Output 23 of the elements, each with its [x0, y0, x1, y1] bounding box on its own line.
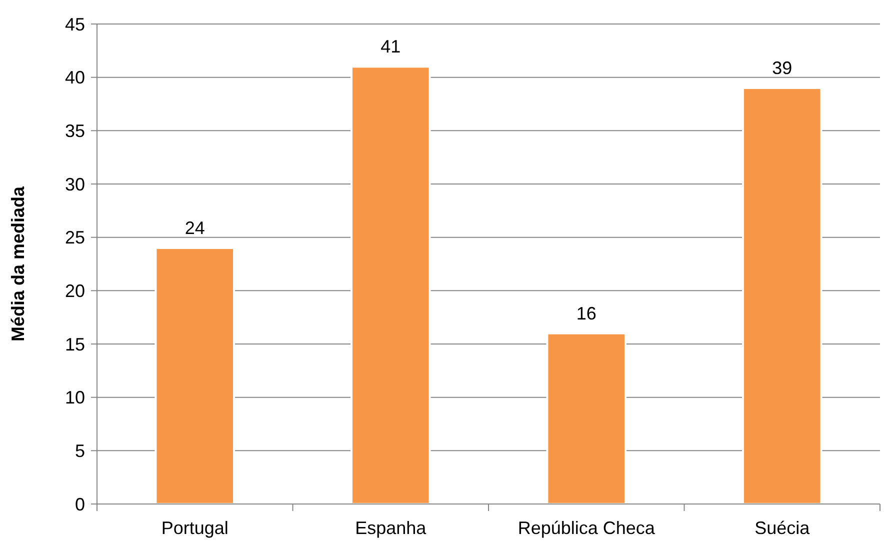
y-tick-label: 0: [74, 494, 85, 514]
y-tick-label: 15: [64, 334, 85, 354]
data-label: 41: [380, 36, 401, 57]
y-tick-label: 25: [64, 228, 85, 248]
data-label: 16: [576, 303, 596, 324]
bar: [350, 66, 431, 505]
y-tick-label: 10: [64, 388, 85, 408]
x-tick-label: Espanha: [355, 518, 428, 538]
bar: [546, 332, 627, 505]
y-tick-label: 30: [64, 174, 85, 194]
data-label: 24: [184, 218, 205, 238]
bar: [742, 87, 822, 505]
y-tick-label: 5: [74, 440, 85, 461]
y-tick-label: 20: [64, 280, 85, 301]
x-tick-label: Portugal: [161, 518, 228, 538]
y-tick-label: 35: [64, 120, 85, 141]
x-tick-label: República Checa: [518, 518, 656, 538]
y-axis-title: Média da mediada: [8, 185, 28, 342]
x-tick-label: Suécia: [754, 518, 811, 538]
data-label: 39: [772, 58, 792, 78]
y-tick-label: 40: [64, 68, 85, 88]
y-tick-label: 45: [64, 14, 85, 34]
bar: [154, 247, 236, 505]
